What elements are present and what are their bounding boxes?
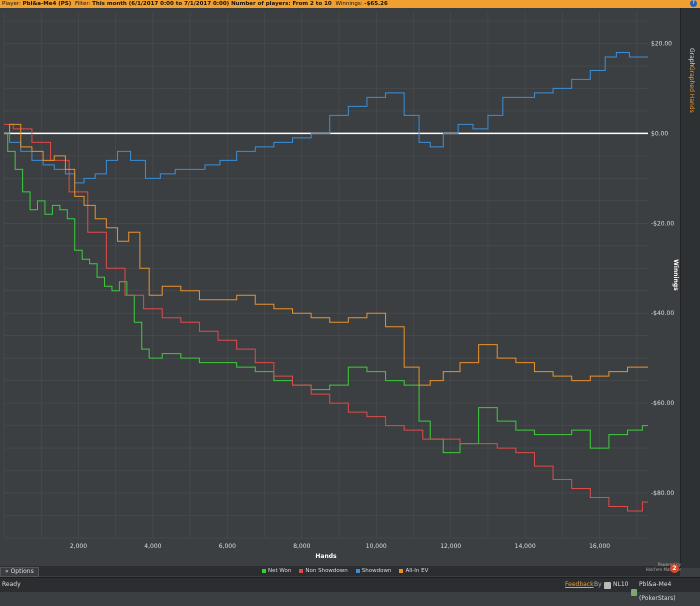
y-tick-label: -$60.00 (651, 400, 674, 407)
y-tick-label: $20.00 (651, 40, 672, 47)
y-tick-label: -$20.00 (651, 220, 674, 227)
hm-logo-line2: Hold'em Manager (645, 567, 681, 572)
filter-label: Filter: (74, 1, 91, 7)
legend-swatch (355, 569, 360, 573)
help-icon[interactable]: ? (690, 0, 697, 7)
series-line-non-showdown (4, 123, 648, 512)
site-icon (604, 581, 611, 589)
right-side-tabs: Graph Graphed Hands (680, 8, 700, 568)
filter-value[interactable]: This month (6/1/2017 0:00 to 7/1/2017 0:… (92, 1, 332, 7)
x-tick-label: 10,000 (366, 543, 387, 550)
legend-item[interactable]: All-In EV (399, 567, 428, 575)
x-tick-label: 4,000 (144, 543, 161, 550)
hm-logo: Powered by Hold'em Manager (643, 562, 681, 576)
series-line-showdown (4, 51, 648, 184)
winnings-label: Winnings: (335, 1, 363, 7)
x-tick-label: 8,000 (293, 543, 310, 550)
expand-icon: » (5, 568, 11, 575)
x-tick-label: 6,000 (219, 543, 236, 550)
winnings-chart: 2,000 4,000 6,000 8,000 10,000 12,000 14,000 16… (3, 12, 679, 560)
tab-graph[interactable]: Graph (688, 48, 695, 67)
hm-badge: 2 (670, 564, 679, 573)
feedback-link[interactable]: Feedback (565, 581, 594, 588)
chart-legend: Net Won Non Showdown Showdown All-In EV (262, 567, 428, 575)
legend-item[interactable]: Showdown (355, 567, 392, 575)
options-label: Options (10, 568, 34, 575)
series-line-all-in-ev (4, 123, 648, 386)
site-label: NL10 (613, 581, 629, 588)
hm-logo-line1: Powered by (657, 562, 681, 567)
tab-graphed-hands[interactable]: Graphed Hands (688, 66, 695, 113)
player-status-label: Pbl&a-Me4 (PokerStars) (639, 581, 676, 602)
series-line-net-won (4, 132, 648, 454)
winnings-value: -$65.26 (364, 1, 388, 7)
y-tick-label: -$40.00 (651, 310, 674, 317)
legend-swatch (299, 569, 304, 573)
legend-bar (0, 566, 680, 576)
legend-label: Non Showdown (305, 568, 348, 574)
x-tick-label: 16,000 (589, 543, 610, 550)
legend-swatch (399, 569, 404, 573)
player-filter-bar: Player: Pbl&a-Me4 (PS) Filter: This mont… (0, 0, 700, 8)
player-indicator[interactable]: Pbl&a-Me4 (PokerStars) (631, 578, 700, 606)
y-tick-label: $0.00 (651, 130, 668, 137)
status-bar: Ready Feedback By NL10 Pbl&a-Me4 (PokerS… (0, 577, 700, 602)
x-tick-label: 2,000 (70, 543, 87, 550)
graph-panel: 2,000 4,000 6,000 8,000 10,000 12,000 14,000 16… (0, 8, 680, 568)
player-label: Player: (2, 1, 21, 7)
x-tick-label: 14,000 (515, 543, 536, 550)
y-axis-label: Winnings (672, 259, 679, 291)
legend-label: Net Won (268, 568, 292, 574)
legend-label: All-In EV (405, 568, 429, 574)
options-button[interactable]: » Options (0, 567, 39, 577)
site-indicator[interactable]: NL10 (604, 578, 628, 592)
legend-item[interactable]: Non Showdown (299, 567, 348, 575)
legend-label: Showdown (361, 568, 392, 574)
y-tick-label: -$80.00 (651, 490, 674, 497)
legend-swatch (262, 569, 266, 573)
player-value[interactable]: Pbl&a-Me4 (PS) (22, 1, 72, 7)
by-label: By (594, 581, 602, 588)
legend-item[interactable]: Net Won (262, 567, 291, 575)
status-ready: Ready (2, 581, 21, 588)
x-tick-label: 12,000 (440, 543, 461, 550)
x-axis-label: Hands (315, 553, 337, 560)
player-icon (631, 588, 638, 596)
